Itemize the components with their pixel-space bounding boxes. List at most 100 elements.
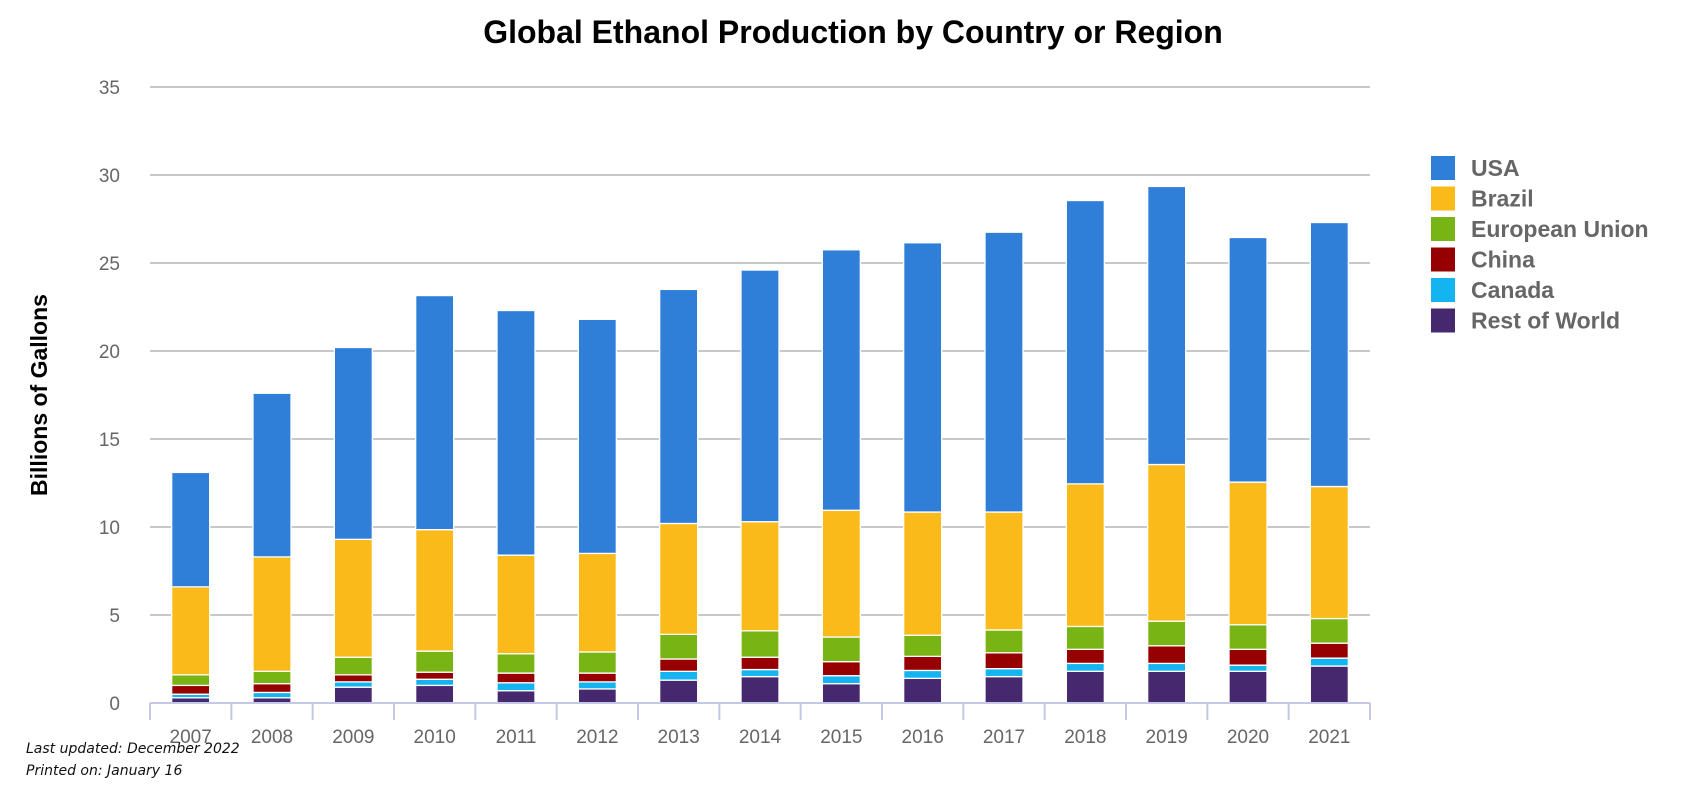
bar-european-union-2016 [903, 634, 943, 658]
x-tick-label: 2016 [902, 727, 944, 748]
bars [171, 185, 1349, 704]
bar-european-union-2021 [1309, 617, 1349, 644]
x-tick-label: 2018 [1064, 727, 1106, 748]
y-tick-label: 25 [99, 254, 120, 275]
bar-rest-of-world-2011 [496, 690, 536, 704]
bar-usa-2011 [496, 309, 536, 556]
legend-label-canada: Canada [1471, 277, 1554, 303]
bar-brazil-2015 [821, 509, 861, 638]
y-tick-labels: 0 5 10 15 20 25 30 35 [99, 78, 120, 715]
bar-china-2014 [740, 656, 780, 671]
x-tick-label: 2020 [1227, 727, 1269, 748]
bar-canada-2010 [415, 678, 455, 687]
legend-swatch-rest-of-world [1431, 308, 1455, 333]
bar-canada-2014 [740, 668, 780, 678]
bar-canada-2018 [1065, 662, 1105, 672]
bar-china-2018 [1065, 648, 1105, 665]
bar-china-2013 [659, 658, 699, 672]
bar-china-2008 [252, 682, 292, 694]
x-tick-label: 2021 [1308, 727, 1350, 748]
bar-china-2019 [1147, 645, 1187, 665]
bar-usa-2010 [415, 294, 455, 531]
bar-brazil-2014 [740, 521, 780, 632]
x-tick-label: 2009 [332, 727, 374, 748]
bar-brazil-2007 [171, 586, 211, 676]
bar-canada-2019 [1147, 662, 1187, 672]
bar-canada-2013 [659, 670, 699, 681]
bar-usa-2017 [984, 231, 1024, 513]
bar-china-2010 [415, 671, 455, 680]
bar-rest-of-world-2020 [1228, 670, 1268, 704]
bar-china-2009 [333, 674, 373, 683]
bar-european-union-2010 [415, 650, 455, 673]
bar-china-2015 [821, 660, 861, 677]
legend: USA Brazil European Union China Canada Rest o… [1431, 155, 1649, 334]
bar-canada-2008 [252, 691, 292, 699]
chart-title: Global Ethanol Production by Country or … [483, 14, 1223, 50]
bar-usa-2015 [821, 249, 861, 511]
bar-usa-2008 [252, 392, 292, 558]
legend-swatch-canada [1431, 278, 1455, 302]
bar-usa-2016 [903, 242, 943, 513]
bar-brazil-2021 [1309, 485, 1349, 620]
bar-brazil-2018 [1065, 483, 1105, 628]
bar-canada-2009 [333, 681, 373, 688]
legend-swatch-european-union [1431, 217, 1455, 241]
bar-european-union-2013 [659, 633, 699, 660]
x-tick-label: 2019 [1146, 727, 1188, 748]
bar-brazil-2020 [1228, 481, 1268, 626]
bar-european-union-2019 [1147, 620, 1187, 647]
bar-rest-of-world-2009 [333, 686, 373, 704]
bar-china-2007 [171, 684, 211, 695]
x-tick-label: 2011 [496, 727, 537, 748]
bar-brazil-2013 [659, 522, 699, 636]
y-tick-label: 0 [109, 694, 120, 715]
y-tick-label: 10 [99, 518, 120, 539]
x-tick-label: 2015 [820, 727, 862, 748]
bar-brazil-2017 [984, 511, 1024, 631]
x-axis: 2007 2008 2009 2010 2011 2012 2013 2014 2015 2016… [149, 702, 1371, 748]
bar-european-union-2007 [171, 674, 211, 687]
bar-brazil-2010 [415, 528, 455, 652]
bar-usa-2021 [1309, 221, 1349, 488]
legend-swatch-brazil [1431, 186, 1455, 211]
bar-european-union-2008 [252, 670, 292, 685]
last-updated-note: Last updated: December 2022 [26, 741, 240, 757]
legend-label-brazil: Brazil [1471, 186, 1534, 212]
bar-canada-2015 [821, 675, 861, 685]
legend-label-rest-of-world: Rest of World [1471, 308, 1620, 334]
x-tick-label: 2017 [983, 727, 1025, 748]
bar-european-union-2014 [740, 630, 780, 658]
x-tick-label: 2012 [576, 727, 618, 748]
bar-brazil-2008 [252, 556, 292, 672]
bar-rest-of-world-2021 [1309, 665, 1349, 704]
y-axis-label: Billions of Gallons [26, 294, 52, 496]
x-tick-label: 2008 [251, 727, 293, 748]
bar-usa-2009 [333, 346, 373, 540]
bar-canada-2017 [984, 668, 1024, 678]
bar-rest-of-world-2015 [821, 682, 861, 704]
legend-label-european-union: European Union [1471, 216, 1649, 242]
bar-european-union-2012 [577, 651, 617, 674]
bar-china-2020 [1228, 648, 1268, 666]
bar-rest-of-world-2019 [1147, 670, 1187, 704]
bar-european-union-2015 [821, 636, 861, 663]
printed-on-note: Printed on: January 16 [26, 763, 183, 779]
bar-rest-of-world-2012 [577, 688, 617, 704]
legend-swatch-china [1431, 247, 1455, 272]
bar-china-2017 [984, 652, 1024, 670]
bar-usa-2007 [171, 471, 211, 588]
bar-usa-2020 [1228, 236, 1268, 483]
bar-rest-of-world-2010 [415, 684, 455, 704]
x-tick-label: 2007 [170, 727, 212, 748]
y-tick-label: 30 [99, 166, 120, 187]
legend-label-usa: USA [1471, 155, 1520, 181]
legend-swatch-usa [1431, 156, 1455, 180]
bar-brazil-2012 [577, 552, 617, 653]
bar-usa-2013 [659, 288, 699, 525]
bar-rest-of-world-2014 [740, 675, 780, 704]
bar-brazil-2016 [903, 511, 943, 636]
x-tick-label: 2013 [658, 727, 700, 748]
x-tick-label: 2014 [739, 727, 782, 748]
